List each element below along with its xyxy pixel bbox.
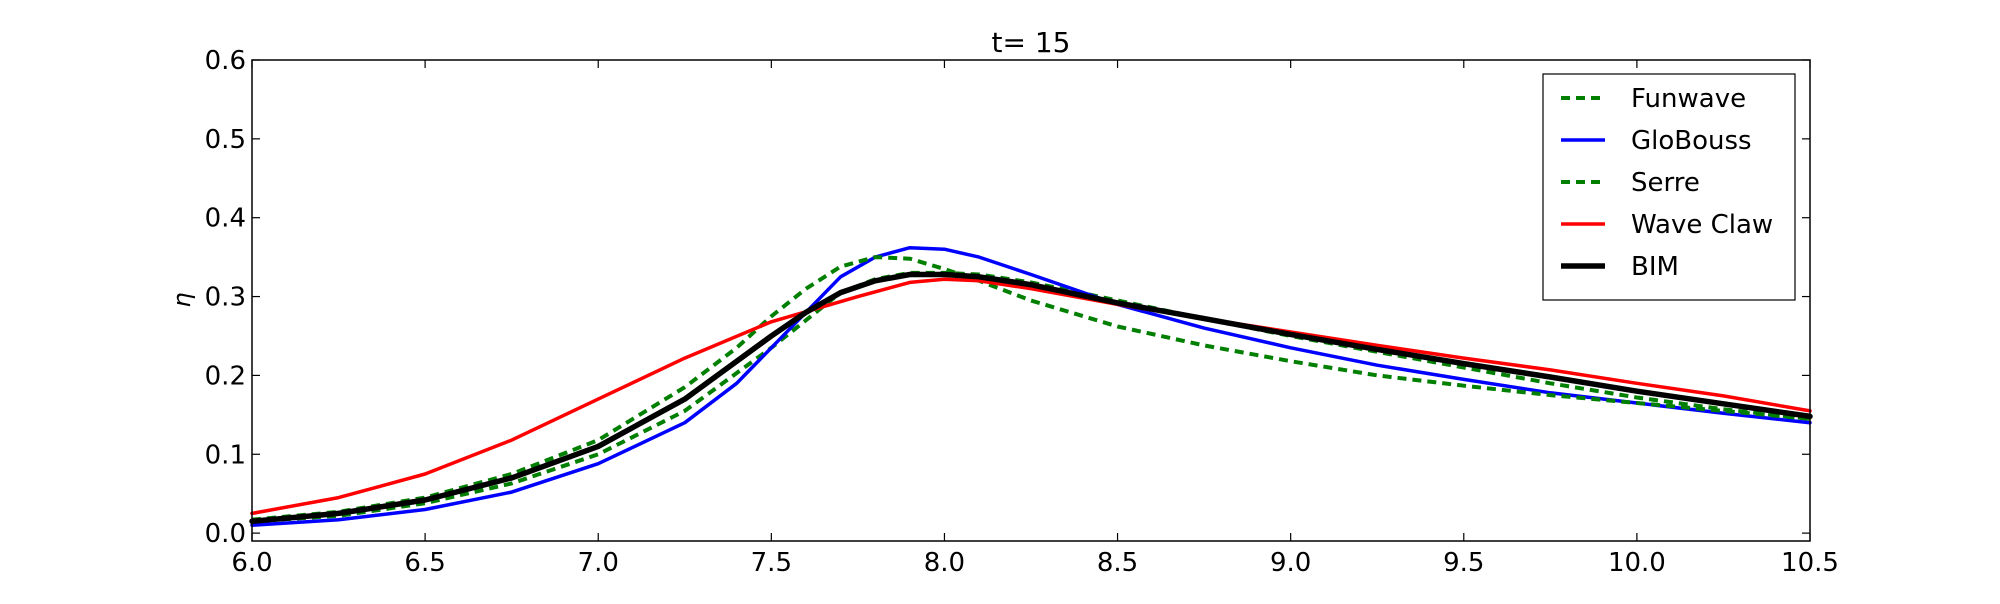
y-axis-label: η: [168, 292, 196, 307]
chart-title: t= 15: [992, 26, 1071, 59]
legend-label-funwave: Funwave: [1631, 84, 1746, 114]
x-tick-label: 7.5: [751, 548, 792, 578]
x-tick-label: 8.0: [924, 548, 965, 578]
legend-label-wave-claw: Wave Claw: [1631, 210, 1773, 240]
legend-label-bim: BIM: [1631, 252, 1679, 282]
x-tick-label: 6.0: [231, 548, 272, 578]
x-tick-label: 7.0: [578, 548, 619, 578]
legend-box: [1542, 73, 1796, 301]
y-tick-label: 0.2: [205, 361, 246, 391]
x-tick-label: 8.5: [1097, 548, 1138, 578]
series-line-bim: [249, 271, 1813, 525]
legend-label-globouss: GloBouss: [1631, 126, 1752, 156]
y-tick-label: 0.4: [205, 204, 246, 234]
series-line-serre: [251, 255, 1811, 522]
y-tick-label: 0.6: [205, 46, 246, 76]
series-line-wave-claw: [250, 277, 1812, 516]
legend-label-serre: Serre: [1631, 168, 1700, 198]
legend: Funwave GloBouss Serre Wave Claw BIM: [1542, 73, 1796, 301]
x-tick-label: 9.0: [1270, 548, 1311, 578]
y-tick-label: 0.0: [205, 519, 246, 549]
y-tick-label: 0.5: [205, 125, 246, 155]
series-line-globouss: [250, 245, 1812, 527]
axis-ticks: 6.0 6.5 7.0 7.5 8.0 8.5 9.0 9.5 10.0 10.5 0.0 0.1 0.…: [205, 46, 1839, 578]
x-tick-label: 9.5: [1443, 548, 1484, 578]
plot-area: [249, 245, 1813, 527]
plot-frame: [251, 59, 1811, 542]
x-tick-label: 6.5: [404, 548, 445, 578]
y-tick-label: 0.1: [205, 440, 246, 470]
x-tick-label: 10.5: [1781, 548, 1839, 578]
y-tick-label: 0.3: [205, 283, 246, 313]
x-tick-label: 10.0: [1608, 548, 1666, 578]
